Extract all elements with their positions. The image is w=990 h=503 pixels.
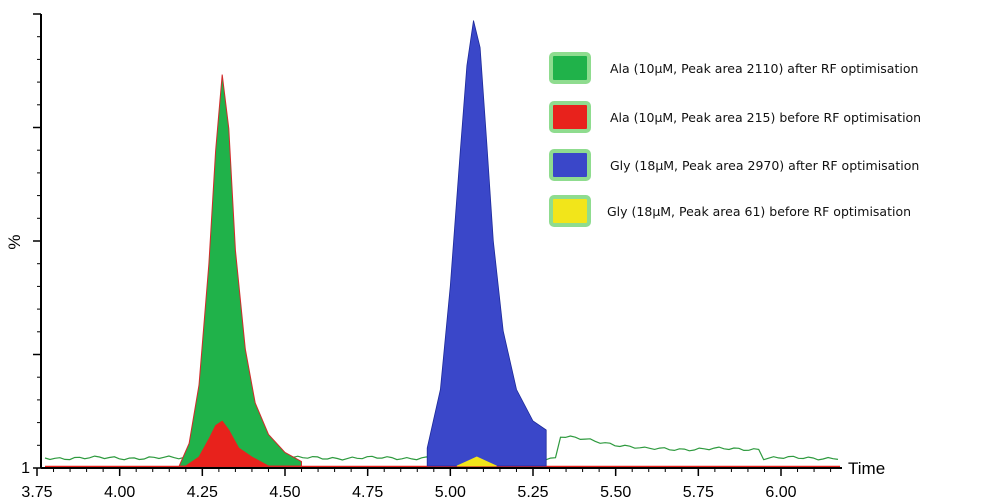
x-tick-label-4.25: 4.25: [187, 484, 218, 501]
x-tick-label-3.75: 3.75: [21, 484, 52, 501]
x-tick-label-4.50: 4.50: [269, 484, 300, 501]
legend-label-2: Ala (10µM, Peak area 215) before RF opti…: [610, 110, 921, 125]
x-tick-label-4.75: 4.75: [352, 484, 383, 501]
legend-label-4: Gly (18µM, Peak area 61) before RF optim…: [607, 204, 911, 219]
y-ticks: [33, 13, 41, 469]
series-area-gly-after: [426, 20, 547, 467]
legend-label-1: Ala (10µM, Peak area 2110) after RF opti…: [610, 61, 918, 76]
legend-label-3: Gly (18µM, Peak area 2970) after RF opti…: [610, 158, 919, 173]
series-area-gly-before: [456, 456, 497, 467]
series-area-ala-after: [178, 74, 302, 467]
x-axis-label: Time: [848, 459, 885, 478]
legend-swatch-2: [549, 101, 591, 133]
y-tick-label-1: 1: [21, 460, 30, 477]
x-tick-label-6.00: 6.00: [765, 484, 796, 501]
legend-swatch-4: [549, 195, 591, 227]
x-tick-label-4.00: 4.00: [104, 484, 135, 501]
x-tick-label-5.75: 5.75: [683, 484, 714, 501]
x-tick-label-5.00: 5.00: [435, 484, 466, 501]
plot-area: [44, 20, 840, 469]
x-tick-label-5.50: 5.50: [600, 484, 631, 501]
x-tick-label-5.25: 5.25: [517, 484, 548, 501]
x-ticks: 3.75 4.00 4.25 4.50 4.75 5.00 5.25 5.50 5.75 6.00: [21, 468, 832, 501]
legend-swatch-1: [549, 52, 591, 84]
legend-swatch-3: [549, 149, 591, 181]
series-area-ala-before: [184, 420, 269, 467]
y-axis-label: %: [5, 234, 24, 249]
legend: Ala (10µM, Peak area 2110) after RF opti…: [549, 52, 921, 227]
